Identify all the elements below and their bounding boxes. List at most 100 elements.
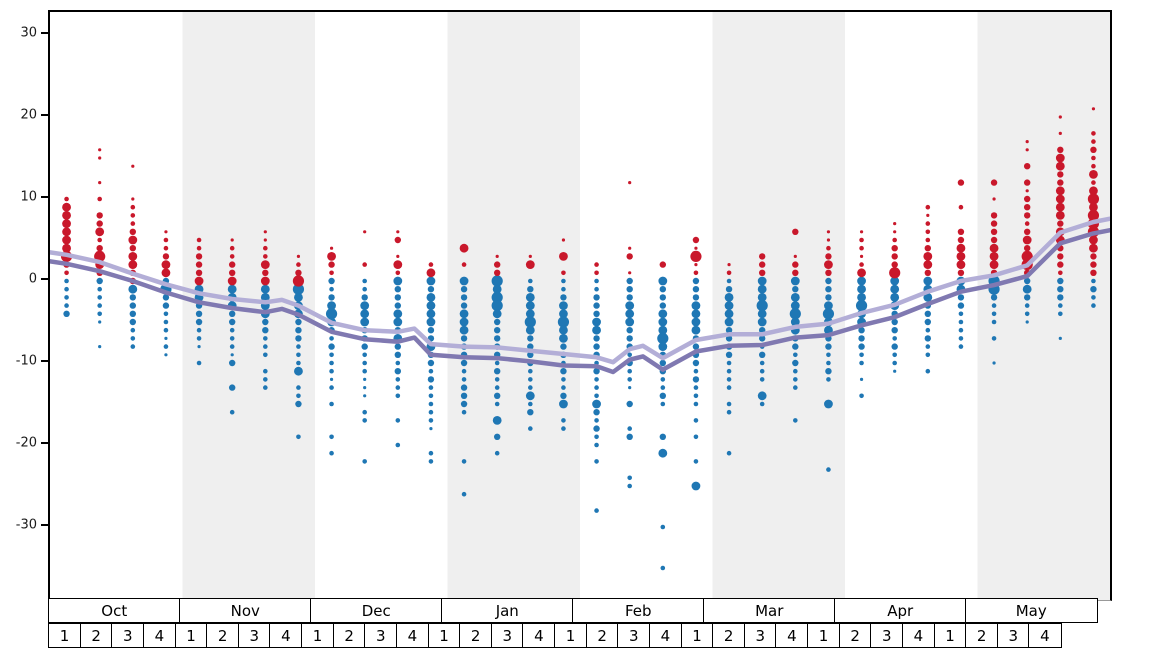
temp-dot-blue (560, 392, 567, 399)
temp-dot-blue (692, 343, 700, 350)
temp-dot-blue (660, 401, 666, 407)
temp-dot-blue (460, 392, 468, 399)
temp-dot-blue (790, 301, 800, 310)
temp-dot-blue (461, 368, 467, 374)
temp-dot-blue (593, 425, 600, 432)
y-tick-label: -10 (15, 353, 37, 369)
temp-dot-blue (726, 385, 732, 390)
temp-dot-blue (658, 448, 668, 458)
temp-dot-red (328, 261, 335, 268)
temp-dot-red (826, 245, 831, 251)
temp-dot-red (195, 261, 203, 268)
temp-dot-blue (263, 385, 268, 390)
temp-dot-blue (858, 335, 865, 342)
temp-dot-red (957, 179, 965, 186)
temp-dot-blue (362, 286, 367, 292)
temp-dot-blue (360, 309, 370, 319)
temp-dot-blue (329, 385, 334, 390)
temp-dot-red (263, 230, 267, 234)
temp-dot-blue (990, 294, 998, 301)
temp-dot-blue (363, 377, 367, 381)
temp-dot-red (64, 270, 69, 276)
temp-dot-blue (1058, 311, 1063, 317)
temp-dot-blue (393, 276, 403, 286)
temp-dot-red (889, 267, 901, 279)
temp-dot-blue (793, 385, 798, 390)
temp-dot-red (923, 252, 933, 261)
temp-dot-red (859, 230, 864, 234)
temp-dot-blue (691, 309, 701, 319)
temp-dot-blue (826, 360, 831, 366)
y-tick-label: 0 (28, 271, 37, 287)
temp-dot-blue (98, 320, 102, 324)
temp-dot-blue (461, 409, 467, 415)
temp-dot-blue (594, 508, 599, 513)
temp-dot-blue (428, 409, 434, 415)
temp-dot-blue (260, 284, 270, 294)
temp-dot-blue (329, 450, 334, 456)
temp-dot-blue (757, 293, 767, 302)
temp-dot-blue (426, 309, 436, 319)
temp-dot-blue (461, 459, 467, 464)
y-tick-mark (41, 32, 48, 34)
temp-dot-blue (295, 327, 302, 334)
temp-dot-blue (724, 293, 734, 302)
y-tick-label: 30 (20, 25, 37, 41)
temp-dot-blue (626, 294, 633, 301)
temp-dot-blue (128, 284, 138, 294)
temp-dot-blue (792, 343, 799, 350)
temp-dot-blue (97, 311, 102, 317)
temp-dot-blue (97, 295, 102, 300)
temp-dot-blue (825, 343, 832, 350)
temp-dot-blue (658, 317, 668, 327)
temp-dot-red (926, 213, 930, 217)
temp-dot-blue (826, 352, 831, 358)
temp-dot-blue (294, 293, 303, 302)
temp-dot-blue (557, 316, 570, 328)
temp-dot-blue (759, 401, 765, 407)
temp-dot-blue (756, 300, 768, 312)
temp-dot-blue (428, 385, 434, 390)
temp-dot-blue (859, 393, 864, 399)
temp-dot-blue (97, 286, 102, 292)
temp-dot-blue (1058, 336, 1062, 340)
temp-dot-blue (1022, 284, 1032, 294)
temp-dot-blue (296, 360, 301, 366)
week-cell: 3 (870, 623, 904, 648)
temp-dot-red (98, 181, 102, 185)
temp-dot-blue (657, 332, 669, 344)
temp-dot-blue (459, 317, 469, 327)
temp-dot-red (956, 243, 966, 253)
temp-dot-blue (164, 336, 168, 340)
month-cell-dec: Dec (310, 598, 443, 623)
temp-dot-red (97, 196, 102, 202)
temp-dot-blue (130, 336, 136, 341)
temp-dot-blue (660, 524, 666, 530)
temp-dot-blue (493, 318, 501, 326)
temp-dot-blue (593, 368, 600, 375)
temp-dot-blue (296, 393, 301, 399)
temp-dot-blue (492, 309, 502, 319)
temp-dot-blue (759, 368, 765, 374)
temp-dot-red (229, 245, 235, 251)
week-cell: 2 (712, 623, 746, 648)
week-cell: 4 (775, 623, 809, 648)
temp-dot-blue (659, 433, 667, 440)
temp-dot-blue (163, 311, 169, 317)
temp-dot-red (128, 260, 138, 269)
temp-dot-red (1089, 235, 1098, 245)
temp-dot-blue (957, 294, 965, 301)
temp-dot-red (859, 262, 864, 267)
temp-dot-blue (362, 418, 367, 423)
temp-dot-red (292, 275, 305, 287)
temp-dot-red (329, 246, 334, 250)
temp-dot-blue (428, 401, 434, 407)
temp-dot-blue (857, 284, 866, 294)
temp-dot-red (893, 230, 897, 234)
temp-dot-blue (1023, 277, 1031, 285)
y-tick-label: 10 (20, 189, 37, 205)
week-cell: 2 (965, 623, 999, 648)
month-shading-band (977, 12, 1110, 600)
month-cell-feb: Feb (572, 598, 705, 623)
temp-dot-blue (691, 481, 701, 491)
